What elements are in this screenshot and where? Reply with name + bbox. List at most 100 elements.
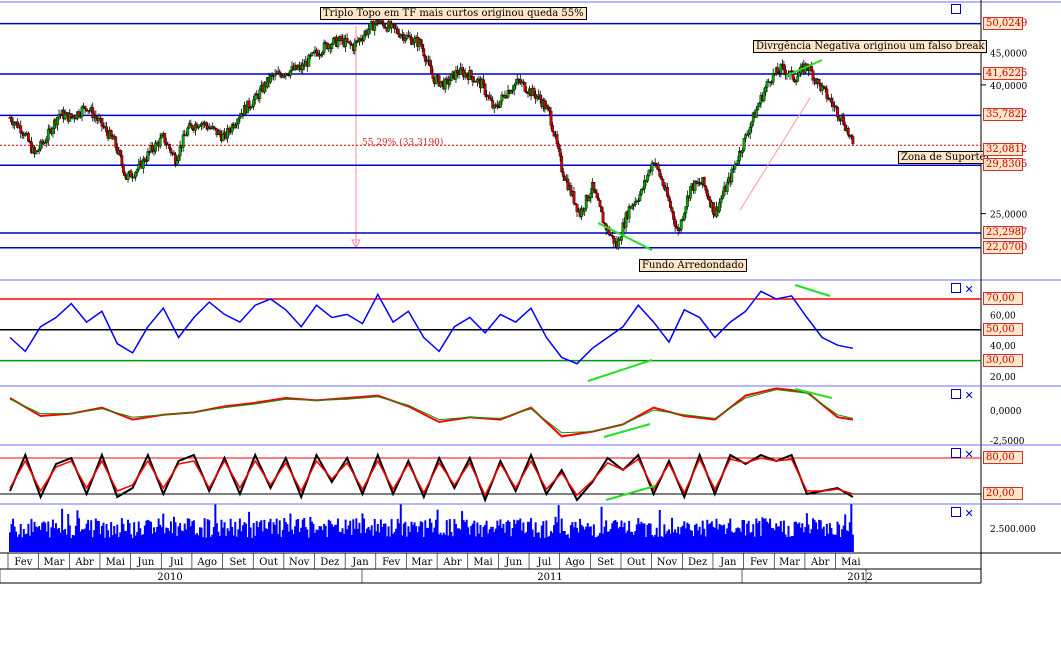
candle-body <box>756 106 760 110</box>
candle-body <box>617 238 620 248</box>
candle-body <box>523 82 527 92</box>
volume-bar <box>243 522 246 552</box>
candle-body <box>600 206 603 213</box>
candle-body <box>499 100 502 108</box>
candle-body <box>181 134 185 148</box>
volume-bar <box>249 527 252 552</box>
x-axis: Fev Mar Abr Mai Jun Jul Ago Set Out Nov Dez Jan Fev M… <box>0 553 981 584</box>
close-icon[interactable]: ✕ <box>964 448 974 461</box>
month-label: Mai <box>473 557 492 568</box>
volume-bar <box>398 523 401 552</box>
rsi-panel-controls[interactable]: ✕ <box>951 283 974 295</box>
candle-body <box>765 81 769 88</box>
volume-bar <box>848 522 851 552</box>
volume-bar <box>399 504 402 552</box>
macd-panel-controls[interactable]: ✕ <box>951 389 974 401</box>
volume-bar <box>130 534 133 552</box>
volume-bar <box>255 521 258 552</box>
candle-body <box>368 22 372 30</box>
month-label: Abr <box>810 557 830 568</box>
volume-bar <box>191 521 194 552</box>
volume-bar <box>341 528 344 552</box>
candle-body <box>546 105 550 109</box>
volume-bar <box>358 522 361 552</box>
volume-bar <box>683 521 686 552</box>
volume-bar <box>632 534 635 552</box>
volume-bar <box>431 532 434 552</box>
volume-bar <box>459 529 462 552</box>
volume-bar <box>813 519 816 552</box>
volume-bar <box>183 523 186 552</box>
candle-body <box>69 113 73 118</box>
volume-bar <box>494 528 497 552</box>
volume-bar <box>717 529 720 552</box>
volume-bar <box>543 537 546 552</box>
candle-body <box>134 172 138 178</box>
volume-bar <box>361 513 364 552</box>
month-label: Mar <box>779 557 800 568</box>
volume-bar <box>202 537 205 552</box>
volume-panel-controls[interactable]: ✕ <box>951 507 974 519</box>
volume-bar <box>324 525 327 552</box>
volume-bar <box>142 534 145 552</box>
macd-divergence-line-bottom <box>603 423 651 438</box>
volume-bar <box>560 518 563 552</box>
support-zone-annotation: Zona de Suporte <box>898 151 989 164</box>
price-axis-tick-label: 25,0000 <box>990 211 1027 221</box>
candle-body <box>592 182 596 190</box>
candle-body <box>666 187 669 197</box>
volume-bar <box>30 518 33 552</box>
volume-bar <box>149 521 152 552</box>
candle-body <box>34 150 38 154</box>
volume-bar <box>264 528 267 552</box>
volume-bar <box>114 533 117 552</box>
volume-bar <box>626 530 629 552</box>
candle-body <box>483 83 487 96</box>
volume-bar <box>493 531 496 552</box>
volume-bar <box>56 528 59 552</box>
candle-body <box>601 211 605 224</box>
volume-bar <box>651 535 654 552</box>
volume-bar <box>172 516 175 552</box>
volume-bar <box>323 523 326 552</box>
volume-bar <box>410 521 413 552</box>
candle-body <box>661 179 665 186</box>
volume-bar <box>816 529 819 552</box>
close-icon[interactable]: ✕ <box>964 283 974 296</box>
candle-body <box>405 35 409 40</box>
candle-body <box>321 52 325 55</box>
volume-bar <box>464 521 467 552</box>
volume-bar <box>439 532 442 552</box>
volume-bar <box>845 530 848 552</box>
volume-bar <box>335 524 338 552</box>
volume-bar <box>151 533 154 552</box>
volume-bar <box>67 513 70 552</box>
month-label: Dez <box>320 557 339 568</box>
volume-bar <box>525 532 528 552</box>
volume-bar <box>396 518 399 552</box>
volume-bar <box>405 536 408 552</box>
close-icon[interactable]: ✕ <box>964 507 974 520</box>
volume-bar <box>812 518 815 552</box>
volume-bar <box>281 530 284 552</box>
volume-bar <box>36 527 39 552</box>
volume-bar <box>165 527 168 552</box>
rsi-level-label: 70,00 <box>983 292 1023 305</box>
close-icon[interactable]: ✕ <box>964 389 974 402</box>
volume-bar <box>353 528 356 552</box>
volume-bar <box>27 523 30 552</box>
volume-bar <box>111 535 114 552</box>
month-label: Set <box>229 557 246 568</box>
stochastic-panel-controls[interactable]: ✕ <box>951 448 974 460</box>
price-panel-maximize-button[interactable] <box>951 4 961 16</box>
volume-bar <box>485 520 488 552</box>
volume-bar <box>392 533 395 552</box>
candle-body <box>367 29 371 35</box>
candle-body <box>77 111 81 117</box>
volume-bar <box>241 525 244 552</box>
volume-bar <box>628 520 631 552</box>
candle-body <box>627 206 631 219</box>
volume-bar <box>229 518 232 552</box>
volume-bar <box>110 522 113 552</box>
macd-tick-label: -2,5000 <box>990 437 1025 447</box>
